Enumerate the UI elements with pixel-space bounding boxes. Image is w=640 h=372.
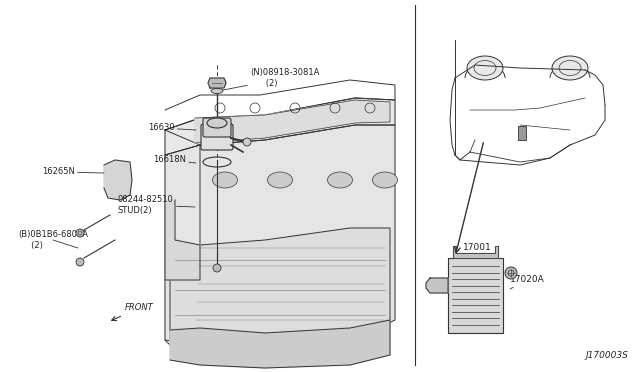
Polygon shape <box>208 78 226 88</box>
Ellipse shape <box>211 89 223 93</box>
Text: 16630: 16630 <box>148 124 196 132</box>
Polygon shape <box>104 160 132 200</box>
Ellipse shape <box>372 172 397 188</box>
Polygon shape <box>165 125 395 345</box>
Polygon shape <box>165 98 395 155</box>
Circle shape <box>505 267 517 279</box>
Text: 08244-82510
STUD(2): 08244-82510 STUD(2) <box>118 195 195 215</box>
Polygon shape <box>170 320 390 368</box>
Text: FRONT: FRONT <box>111 304 154 321</box>
Polygon shape <box>195 100 390 143</box>
Text: J170003S: J170003S <box>585 351 628 360</box>
Polygon shape <box>453 246 498 258</box>
FancyBboxPatch shape <box>203 118 231 137</box>
Ellipse shape <box>328 172 353 188</box>
Ellipse shape <box>552 56 588 80</box>
Circle shape <box>213 264 221 272</box>
Polygon shape <box>165 130 210 360</box>
Ellipse shape <box>207 118 227 128</box>
Ellipse shape <box>467 56 503 80</box>
Polygon shape <box>426 278 448 293</box>
Ellipse shape <box>268 172 292 188</box>
Polygon shape <box>170 228 390 345</box>
Text: 17020A: 17020A <box>510 276 545 289</box>
Bar <box>518 126 526 140</box>
Text: 16618N: 16618N <box>153 155 196 164</box>
FancyBboxPatch shape <box>201 124 233 150</box>
Text: 17001: 17001 <box>455 243 492 258</box>
Text: (N)08918-3081A
      (2): (N)08918-3081A (2) <box>213 68 319 92</box>
Circle shape <box>76 229 84 237</box>
Circle shape <box>243 138 251 146</box>
Text: (B)0B1B6-6801A
     (2): (B)0B1B6-6801A (2) <box>18 230 88 250</box>
Ellipse shape <box>212 172 237 188</box>
Bar <box>448 258 503 333</box>
Text: 16265N: 16265N <box>42 167 104 176</box>
Circle shape <box>76 258 84 266</box>
Polygon shape <box>165 200 200 280</box>
